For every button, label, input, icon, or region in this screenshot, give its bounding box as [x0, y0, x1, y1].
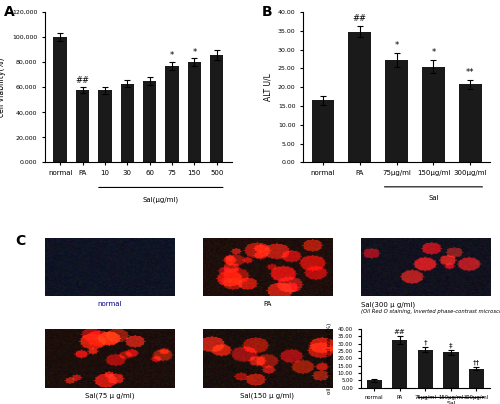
Bar — [188, 62, 201, 162]
Text: PA: PA — [264, 301, 272, 307]
Bar — [143, 81, 156, 162]
Bar — [312, 101, 334, 162]
Text: *: * — [192, 48, 196, 57]
Text: Sal(75 μ g/ml): Sal(75 μ g/ml) — [85, 393, 134, 399]
Text: normal: normal — [98, 301, 122, 307]
Text: ##: ## — [394, 329, 406, 335]
Bar — [98, 90, 112, 162]
Y-axis label: cell viability(%): cell viability(%) — [0, 57, 6, 117]
Text: *: * — [170, 51, 174, 60]
Text: Sal: Sal — [428, 196, 439, 202]
Bar — [348, 32, 370, 162]
Text: †: † — [424, 340, 427, 346]
Bar — [392, 340, 407, 388]
Bar — [120, 84, 134, 162]
Text: C: C — [15, 234, 25, 248]
Text: **: ** — [466, 68, 474, 77]
Text: B: B — [262, 4, 272, 19]
Bar — [422, 67, 444, 162]
Text: ##: ## — [352, 14, 366, 23]
Bar — [76, 90, 90, 162]
Bar — [366, 381, 382, 388]
Text: (Oil Red O staining, Inverted phase-contrast microscope, ×400): (Oil Red O staining, Inverted phase-cont… — [360, 309, 500, 314]
Text: ††: †† — [473, 360, 480, 366]
Bar — [54, 37, 67, 162]
Text: Sal: Sal — [446, 401, 456, 404]
Text: *: * — [432, 48, 436, 57]
Text: Sal(150 μ g/ml): Sal(150 μ g/ml) — [240, 393, 294, 399]
Text: A: A — [4, 4, 14, 19]
Bar — [210, 55, 224, 162]
Text: Sal(300 μ g/ml): Sal(300 μ g/ml) — [360, 301, 415, 308]
Text: Sal(μg/ml): Sal(μg/ml) — [143, 196, 179, 203]
Text: ##: ## — [76, 76, 90, 85]
Bar — [386, 60, 407, 162]
Bar — [460, 84, 481, 162]
Bar — [443, 352, 458, 388]
Bar — [166, 66, 178, 162]
Bar — [469, 369, 484, 388]
Bar — [418, 349, 433, 388]
Text: *: * — [394, 41, 398, 50]
Text: ‡: ‡ — [449, 343, 452, 349]
Y-axis label: oil red area/total area (%): oil red area/total area (%) — [328, 323, 332, 394]
Y-axis label: ALT U/L: ALT U/L — [263, 74, 272, 101]
